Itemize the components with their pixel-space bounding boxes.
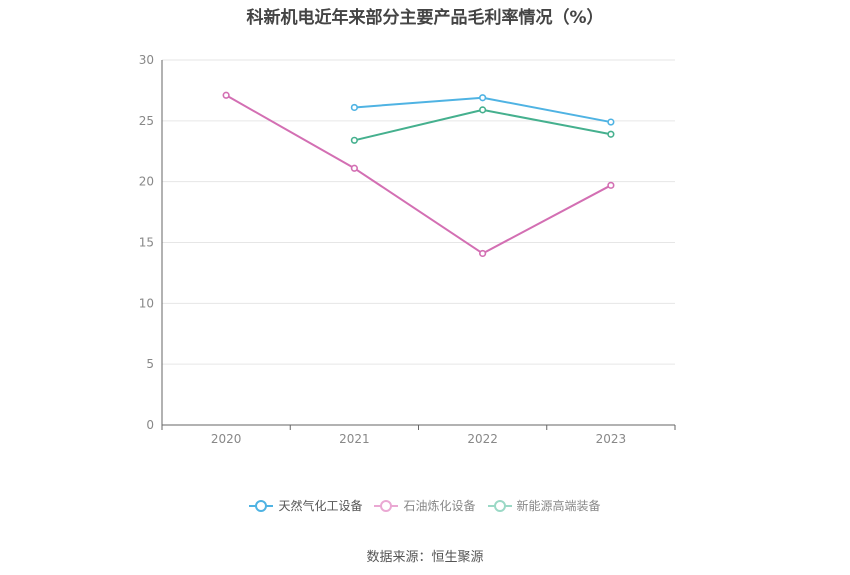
legend-label: 石油炼化设备 [403, 499, 476, 513]
series-line-2 [225, 94, 612, 255]
legend-item-3[interactable]: 新能源高端装备 [487, 497, 601, 514]
data-point [350, 103, 358, 112]
legend-marker-icon [249, 499, 274, 512]
series-lines [225, 94, 612, 255]
y-tick-label: 20 [139, 175, 154, 189]
x-tick-label: 2020 [211, 432, 242, 446]
data-points [222, 91, 615, 258]
legend: 天然气化工设备 石油炼化设备 新能源高端装备 [0, 497, 850, 514]
x-tick-label: 2022 [467, 432, 498, 446]
y-tick-label: 15 [139, 236, 154, 250]
x-tick-label: 2021 [339, 432, 370, 446]
legend-marker-icon [487, 499, 512, 512]
grid-lines [162, 59, 675, 365]
data-point [350, 136, 358, 144]
y-tick-label: 25 [139, 114, 154, 128]
data-point [479, 249, 487, 258]
source-note: 数据来源：恒生聚源 [366, 550, 484, 565]
axes [161, 60, 676, 430]
data-point [607, 130, 615, 138]
legend-marker-icon [374, 499, 399, 512]
legend-item-2[interactable]: 石油炼化设备 [374, 497, 476, 514]
data-point [479, 106, 487, 114]
data-point [350, 164, 358, 172]
data-point [607, 181, 615, 189]
legend-label: 天然气化工设备 [278, 499, 363, 513]
data-point [479, 94, 487, 102]
y-tick-label: 5 [146, 357, 154, 371]
data-point [607, 118, 615, 126]
x-tick-label: 2023 [596, 432, 627, 446]
y-tick-label: 30 [139, 53, 154, 67]
y-tick-label: 10 [139, 296, 154, 310]
legend-label: 新能源高端装备 [516, 499, 601, 513]
y-tick-label: 0 [146, 418, 154, 432]
data-point [222, 91, 230, 99]
legend-item-1[interactable]: 天然气化工设备 [249, 497, 362, 514]
tick-labels: 0 5 10 15 20 25 30 2020 2021 2022 2023 [139, 53, 626, 446]
chart-title: 科新机电近年来部分主要产品毛利率情况（%） [246, 8, 604, 28]
